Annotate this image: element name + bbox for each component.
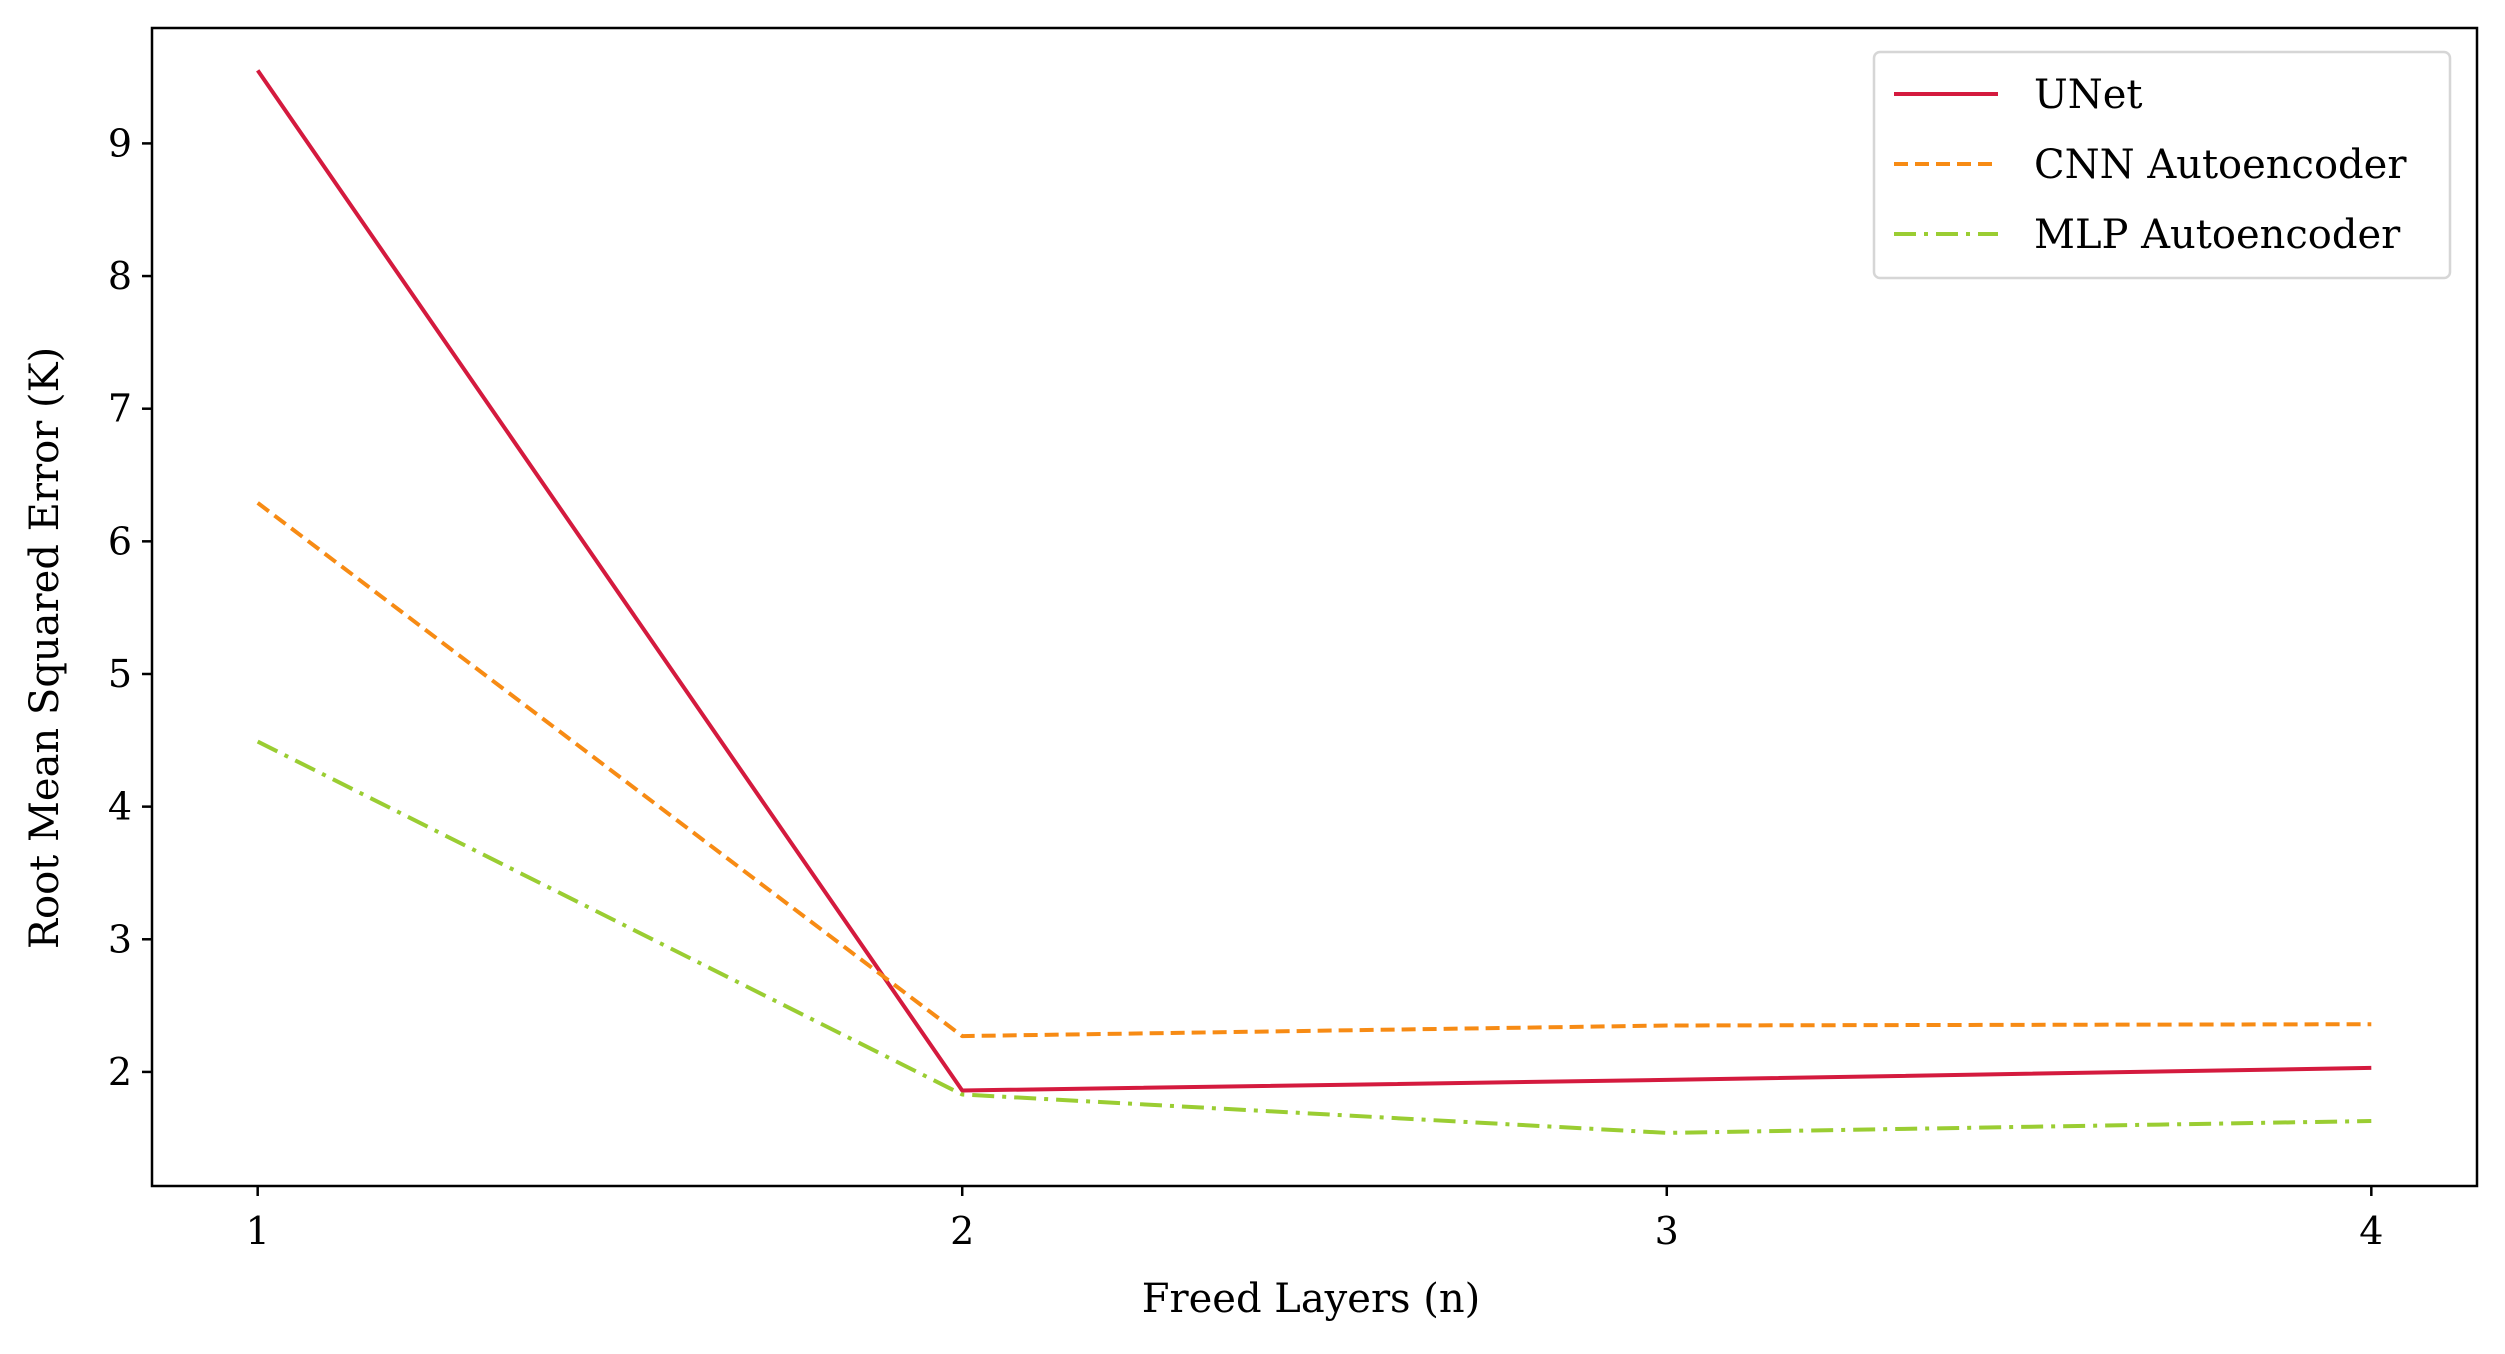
y-tick-label: 3 [108,917,132,961]
y-tick-label: 7 [108,387,132,431]
legend: UNet CNN Autoencoder MLP Autoencoder [1872,50,2452,280]
legend-frame [1872,50,2452,280]
legend-label-3: MLP Autoencoder [2034,212,2401,258]
x-tick-label: 4 [2359,1209,2383,1253]
series-line-2 [256,501,2372,1039]
y-tick-label: 2 [108,1050,132,1094]
x-axis-ticks: 1 2 3 4 [246,1186,2383,1253]
y-axis-ticks: 2 3 4 5 6 7 8 9 [108,121,152,1094]
y-tick-label: 9 [108,121,132,165]
plot-area [150,26,2479,1188]
series-line-3 [256,739,2372,1135]
y-tick-label: 4 [108,785,132,829]
series-line-1 [256,69,2372,1093]
y-axis-label: Root Mean Squared Error (K) [22,347,68,949]
plot-frame [150,26,2479,1188]
legend-label-2: CNN Autoencoder [2034,142,2407,188]
x-tick-label: 1 [246,1209,270,1253]
y-tick-label: 5 [108,652,132,696]
x-tick-label: 3 [1655,1209,1679,1253]
y-tick-label: 6 [108,519,132,563]
y-tick-label: 8 [108,254,132,298]
x-tick-label: 2 [950,1209,974,1253]
x-axis-label: Freed Layers (n) [1142,1276,1481,1322]
legend-label-1: UNet [2034,72,2142,118]
